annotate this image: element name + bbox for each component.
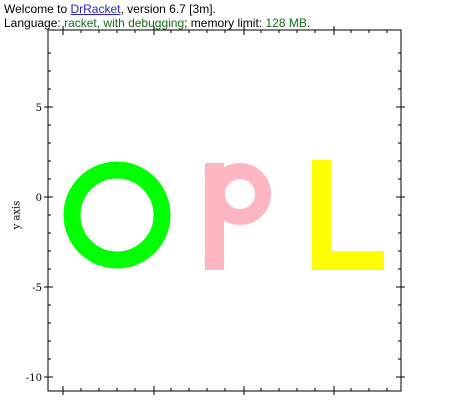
- letter-l-foot: [312, 251, 384, 270]
- letter-l-stem: [312, 160, 331, 270]
- language-prefix: Language:: [4, 16, 65, 30]
- letter-p-shape: [205, 163, 271, 270]
- letter-p-bowl: [209, 163, 271, 225]
- y-tick-label: -10: [26, 373, 42, 384]
- drracket-link[interactable]: DrRacket: [70, 2, 121, 16]
- axis-ticks: 5 0 -5 -10: [26, 26, 405, 395]
- y-axis-label: y axis: [11, 200, 23, 230]
- welcome-suffix: , version 6.7 [3m].: [120, 2, 216, 16]
- language-line: Language: racket, with debugging; memory…: [4, 16, 310, 30]
- y-tick-label: 0: [36, 193, 42, 204]
- memory-value: 128 MB: [265, 16, 307, 30]
- memory-prefix: ; memory limit:: [184, 16, 266, 30]
- welcome-prefix: Welcome to: [4, 2, 71, 16]
- repl-output: Welcome to DrRacket, version 6.7 [3m]. L…: [4, 2, 310, 30]
- letter-l-shape: [312, 160, 384, 270]
- y-tick-label: 5: [36, 103, 42, 114]
- memory-suffix: .: [306, 16, 311, 30]
- y-tick-label: -5: [32, 283, 42, 294]
- letter-o-ring: [63, 161, 171, 269]
- plot-marks: [63, 160, 384, 270]
- welcome-line: Welcome to DrRacket, version 6.7 [3m].: [4, 2, 310, 16]
